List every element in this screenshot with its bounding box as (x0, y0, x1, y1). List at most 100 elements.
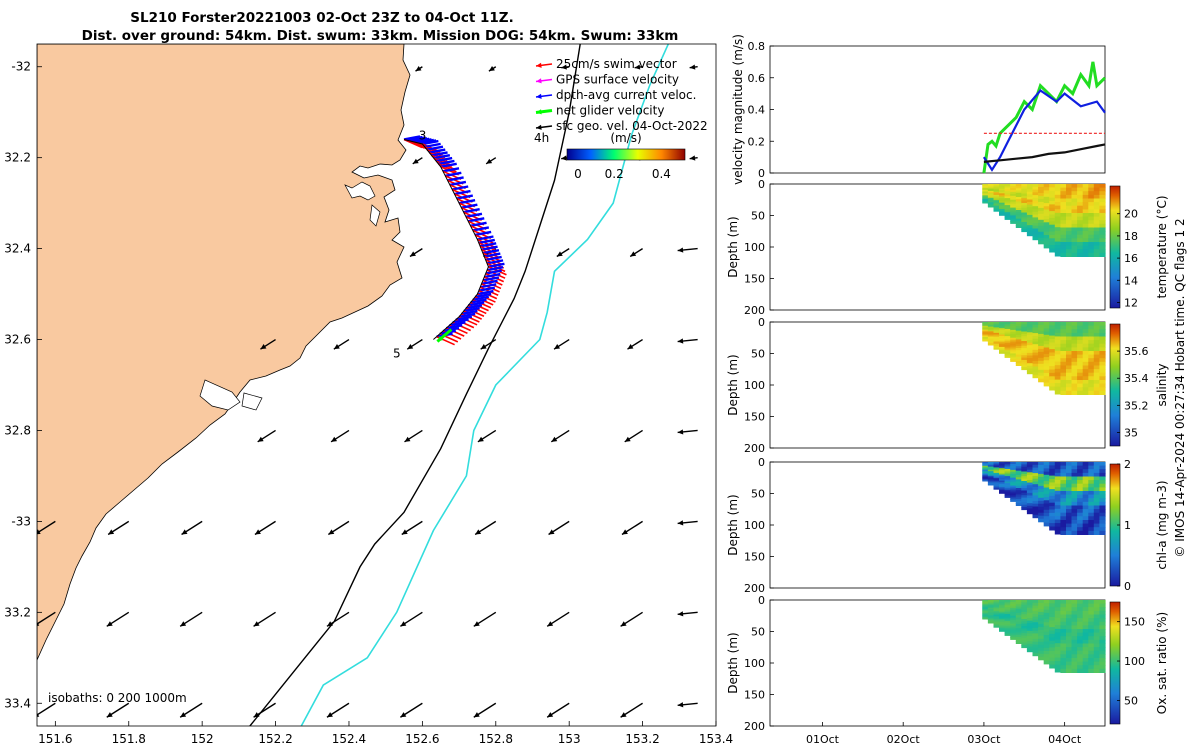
profile-cell (1088, 512, 1095, 517)
time-tick-label: 04Oct (1048, 733, 1082, 746)
profile-cell (987, 467, 995, 470)
profile-cell (1054, 187, 1061, 192)
profile-cell (1077, 629, 1084, 634)
profile-cell (1043, 503, 1050, 508)
profile-cell (1010, 359, 1017, 362)
profile-cell (1043, 513, 1050, 517)
profile-cell (1049, 499, 1056, 504)
profile-cell (1093, 527, 1100, 532)
profile-cell (1066, 516, 1073, 521)
profile-cell (999, 479, 1006, 482)
profile-cell (1099, 472, 1106, 478)
depth-avg-vector (458, 312, 476, 318)
map-x-tick-label: 151.8 (112, 732, 146, 746)
profile-cell (987, 324, 995, 326)
profile-cell (1099, 527, 1106, 532)
profile-cell (1038, 500, 1045, 505)
profile-cell (1066, 322, 1073, 327)
profile-cell (1054, 322, 1061, 327)
profile-cell (999, 199, 1006, 202)
profile-cell (1043, 484, 1050, 489)
profile-cell (1010, 187, 1017, 191)
profile-cell (1049, 231, 1056, 236)
depth-avg-vector (447, 176, 464, 182)
profile-cell (1060, 625, 1067, 630)
profile-cell (1071, 387, 1078, 392)
profile-cell (1066, 220, 1073, 225)
profile-cell (1082, 376, 1089, 381)
profile-cell (1082, 223, 1089, 228)
profile-cell (1060, 205, 1067, 210)
profile-cell (1004, 626, 1011, 629)
profile-cell (1015, 634, 1022, 638)
profile-cell (1021, 464, 1028, 468)
profile-cell (993, 487, 1000, 490)
profile-cell (1026, 230, 1034, 234)
profile-cell (982, 602, 989, 605)
profile-cell (987, 609, 995, 611)
profile-cell (1088, 469, 1095, 474)
profile-cell (1066, 494, 1073, 499)
geo-vector (474, 520, 497, 536)
profile-cell (1010, 351, 1017, 355)
profile-cell (1099, 191, 1106, 196)
profile-cell (1066, 213, 1073, 218)
profile-cell (993, 480, 1000, 483)
profile-cell (1010, 329, 1017, 333)
profile-cell (1049, 613, 1056, 618)
depth-avg-vector (479, 283, 497, 289)
profile-cell (1032, 374, 1039, 379)
profile-cell (993, 462, 1000, 464)
profile-cell (1049, 221, 1056, 226)
profile-cell (1060, 654, 1067, 659)
profile-cell (1004, 212, 1011, 215)
profile-cell (982, 472, 989, 474)
profile-cell (1010, 635, 1017, 638)
profile-cell (987, 466, 995, 469)
profile-cell (1060, 509, 1067, 514)
profile-cell (1060, 231, 1067, 236)
profile-cell (1099, 351, 1106, 356)
profile-cell (1093, 242, 1100, 247)
profile-cell (1049, 362, 1056, 367)
profile-cell (987, 476, 995, 479)
profile-cell (1004, 196, 1011, 199)
legend-entry: net glider velocity (556, 104, 664, 118)
profile-cell (1093, 516, 1100, 521)
profile-cell (1015, 358, 1022, 362)
profile-cell (1026, 332, 1034, 336)
geo-vector (404, 429, 423, 443)
profile-cell (1071, 530, 1078, 535)
profile-cell (1060, 610, 1067, 616)
profile-cell (982, 192, 989, 194)
profile-cell (1093, 205, 1100, 210)
profile-cell (1032, 608, 1039, 612)
profile-cell (1032, 495, 1039, 499)
profile-cell (1032, 487, 1039, 491)
profile-cell (1082, 530, 1089, 535)
profile-cell (1021, 483, 1028, 487)
profile-cell (1060, 249, 1067, 254)
profile-cell (1071, 512, 1078, 517)
map-x-tick-label: 153 (558, 732, 581, 746)
profile-cell (982, 190, 989, 193)
profile-cell (1049, 217, 1056, 222)
depth-avg-vector (442, 167, 460, 173)
profile-cell (1088, 665, 1095, 670)
profile-cell (1026, 503, 1034, 507)
profile-cell (1010, 625, 1017, 629)
profile-cell (1071, 661, 1078, 666)
profile-cell (982, 335, 989, 337)
profile-cell (993, 609, 1000, 612)
profile-cell (1032, 324, 1039, 329)
profile-cell (982, 322, 989, 324)
profile-cell (999, 351, 1006, 354)
profile-cell (1054, 223, 1061, 228)
profile-cell (1015, 328, 1022, 332)
profile-cell (1054, 483, 1061, 488)
profile-cell (1071, 527, 1078, 532)
swim-vector (478, 242, 498, 252)
profile-cell (982, 464, 989, 467)
profile-cell (1054, 383, 1061, 388)
profile-cell (1088, 213, 1095, 218)
